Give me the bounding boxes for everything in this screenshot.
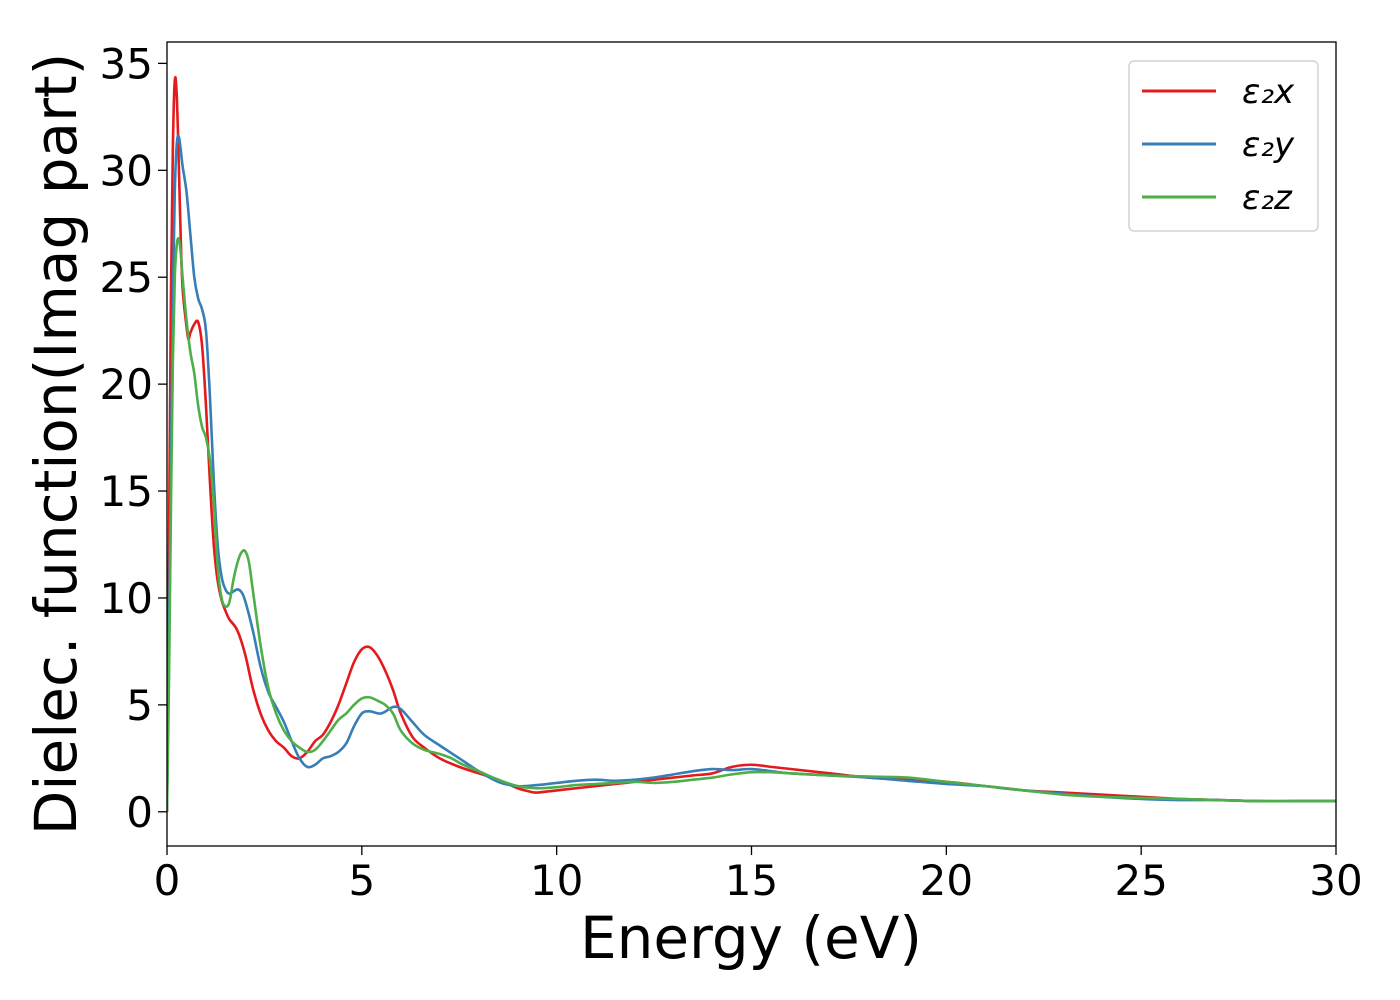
y-tick-label: 30 (100, 146, 153, 195)
y-tick-label: 20 (100, 360, 153, 409)
x-tick-label: 15 (725, 856, 778, 905)
x-tick-label: 10 (530, 856, 583, 905)
legend-label-y: ε₂y (1242, 125, 1295, 165)
legend-label-x: ε₂x (1242, 72, 1295, 112)
y-axis-title: Dielec. function(Imag part) (22, 53, 90, 836)
y-axis: 0 5 10 15 20 25 30 35 (100, 39, 167, 837)
y-tick-label: 0 (126, 788, 153, 837)
legend-box (1128, 60, 1319, 232)
y-tick-label: 15 (100, 467, 153, 516)
x-axis-title: Energy (eV) (580, 904, 922, 972)
x-tick-label: 20 (920, 856, 973, 905)
series-line-z (167, 237, 1336, 812)
x-tick-label: 5 (348, 856, 375, 905)
y-tick-label: 5 (126, 681, 153, 730)
x-tick-label: 30 (1309, 856, 1362, 905)
series-line-x (167, 75, 1336, 812)
x-tick-label: 0 (154, 856, 181, 905)
y-tick-label: 35 (100, 39, 153, 88)
y-tick-label: 10 (100, 574, 153, 623)
x-axis: 0 5 10 15 20 25 30 (154, 846, 1363, 905)
x-tick-label: 25 (1114, 856, 1167, 905)
legend: ε₂x ε₂y ε₂z (1128, 60, 1319, 232)
series-layer (167, 75, 1336, 812)
y-tick-label: 25 (100, 253, 153, 302)
legend-label-z: ε₂z (1242, 178, 1293, 218)
